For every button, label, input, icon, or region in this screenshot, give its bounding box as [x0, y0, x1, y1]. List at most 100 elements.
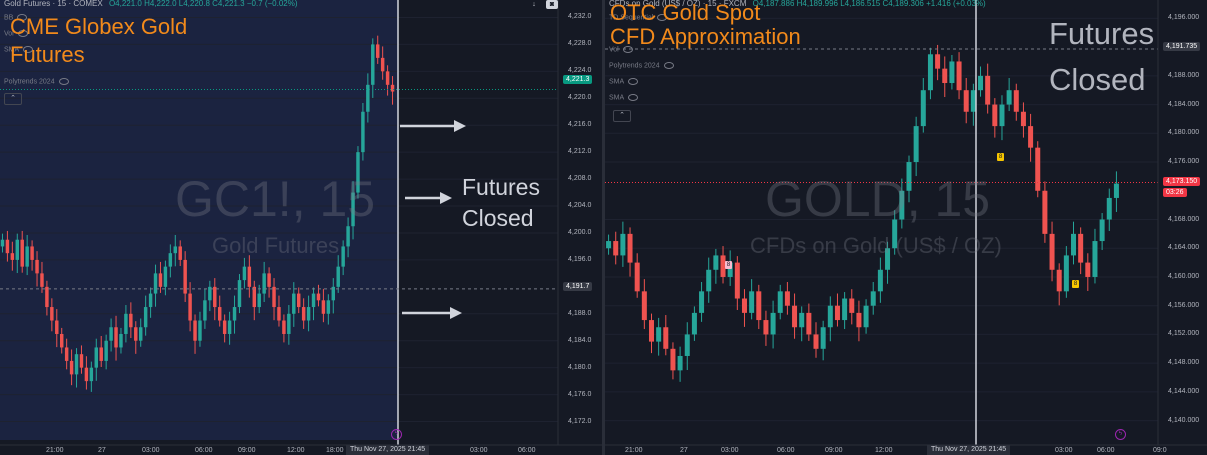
left-symbol-header[interactable]: Gold Futures · 15 · COMEX O4,221.0 H4,22… [4, 0, 298, 10]
candle-body [361, 111, 365, 153]
candle-body [734, 262, 740, 299]
candle-body [899, 190, 905, 220]
td-marker: 8 [1072, 280, 1079, 288]
candle-body [1056, 269, 1062, 292]
td-marker: 8 [725, 261, 732, 269]
candle-body [913, 126, 919, 163]
right-indicator-vol[interactable]: Vol [609, 46, 633, 53]
candle-body [641, 291, 647, 321]
eye-icon[interactable] [17, 30, 28, 37]
candle-body [763, 320, 769, 335]
right-indicator-td[interactable]: TD Sequential [609, 14, 668, 21]
price-tick: 4,176.000 [1168, 158, 1200, 166]
price-tick: 4,220.0 [568, 94, 592, 102]
candle-body [59, 333, 64, 348]
right-indicator-sma-1[interactable]: SMA [609, 78, 639, 85]
candle-body [341, 246, 345, 267]
candle-body [89, 367, 94, 382]
candle-body [892, 219, 898, 249]
right-indicator-sma-2[interactable]: SMA [609, 94, 639, 101]
candle-body [784, 291, 790, 306]
right-chart-canvas[interactable] [605, 0, 1207, 455]
eye-icon[interactable] [17, 14, 28, 21]
candle-body [10, 253, 15, 260]
candle-body [375, 44, 380, 58]
price-tick: 4,216.0 [568, 121, 592, 129]
eye-icon[interactable] [628, 78, 639, 85]
candle-body [371, 44, 375, 85]
eye-icon[interactable] [622, 46, 633, 53]
left-watermark-desc: Gold Futures [212, 233, 340, 258]
candle-body [94, 347, 99, 368]
eye-icon[interactable] [628, 94, 639, 101]
time-tick: 27 [98, 447, 106, 454]
price-tick: 4,196.000 [1168, 14, 1200, 22]
right-current-price-label: 4,173.150 [1163, 177, 1201, 186]
candle-body [842, 298, 848, 321]
candle-body [1006, 90, 1012, 105]
left-indicator-bb[interactable]: BB [4, 14, 28, 21]
candle-body [203, 300, 207, 321]
candle-body [1071, 233, 1077, 256]
pane-divider[interactable] [602, 0, 605, 455]
lightning-icon[interactable]: ϟ [391, 429, 402, 440]
price-tick: 4,184.0 [568, 336, 592, 344]
price-tick: 4,144.000 [1168, 387, 1200, 395]
candle-body [148, 293, 153, 308]
candle-body [109, 327, 113, 341]
candle-body [970, 90, 976, 112]
eye-icon[interactable] [23, 46, 34, 53]
candle-body [648, 320, 654, 342]
candle-body [222, 320, 227, 334]
eye-icon[interactable] [663, 62, 674, 69]
candle-body [346, 226, 350, 247]
candle-body [727, 262, 733, 277]
candle-body [242, 266, 247, 281]
candle-body [1113, 183, 1119, 198]
candle-body [691, 312, 697, 335]
right-polytrends[interactable]: Polytrends 2024 [609, 62, 674, 69]
left-indicator-sma[interactable]: SMA [4, 46, 34, 53]
indicator-label: Polytrends 2024 [4, 78, 55, 86]
right-ohlc-values: O4,187.886 H4,189.996 L4,186.515 C4,189.… [752, 0, 986, 8]
eye-icon[interactable] [657, 14, 668, 21]
eye-icon[interactable] [58, 78, 69, 85]
left-polytrends[interactable]: Polytrends 2024 [4, 78, 69, 85]
candle-body [877, 269, 883, 292]
time-tick: 03:00 [470, 447, 488, 454]
candle-body [1085, 262, 1091, 277]
camera-icon[interactable]: ◙ [546, 0, 558, 9]
right-symbol-label[interactable]: CFDs on Gold (US$ / OZ) · 15 · FXCM [609, 0, 747, 8]
candle-body [978, 75, 984, 91]
candle-body [232, 307, 237, 321]
candle-body [158, 273, 163, 287]
price-tick: 4,180.0 [568, 363, 592, 371]
candle-body [99, 347, 103, 361]
left-indicator-vol[interactable]: Vol [4, 30, 28, 37]
candle-body [385, 71, 390, 85]
left-chart-canvas[interactable] [0, 0, 602, 455]
candle-body [267, 273, 271, 287]
left-ohlc-values: O4,221.0 H4,222.0 L4,220.8 C4,221.3 −0.7… [108, 0, 298, 8]
time-tick: 09:00 [238, 447, 256, 454]
candle-body [863, 305, 869, 328]
candle-body [124, 313, 128, 334]
candle-body [699, 291, 705, 313]
right-chart-pane[interactable]: CFDs on Gold (US$ / OZ) · 15 · FXCM O4,1… [605, 0, 1207, 455]
candle-body [69, 360, 74, 375]
candle-body [613, 241, 619, 256]
lightning-icon[interactable]: ϟ [1115, 429, 1126, 440]
left-chart-pane[interactable]: Gold Futures · 15 · COMEX O4,221.0 H4,22… [0, 0, 602, 455]
arrow-down-icon[interactable]: ↓ [532, 1, 536, 8]
collapse-legend-button[interactable]: ⌃ [613, 110, 631, 122]
price-tick: 4,224.0 [568, 67, 592, 75]
arrow-right-icon [450, 307, 462, 319]
left-symbol-label[interactable]: Gold Futures · 15 · COMEX [4, 0, 103, 8]
collapse-legend-button[interactable]: ⌃ [4, 93, 22, 105]
time-tick: 06:00 [195, 447, 213, 454]
right-symbol-header[interactable]: CFDs on Gold (US$ / OZ) · 15 · FXCM O4,1… [609, 0, 986, 10]
time-tick: 03:00 [142, 447, 160, 454]
candle-body [272, 286, 276, 308]
candle-body [104, 340, 108, 361]
time-tick: 06:00 [777, 447, 795, 454]
